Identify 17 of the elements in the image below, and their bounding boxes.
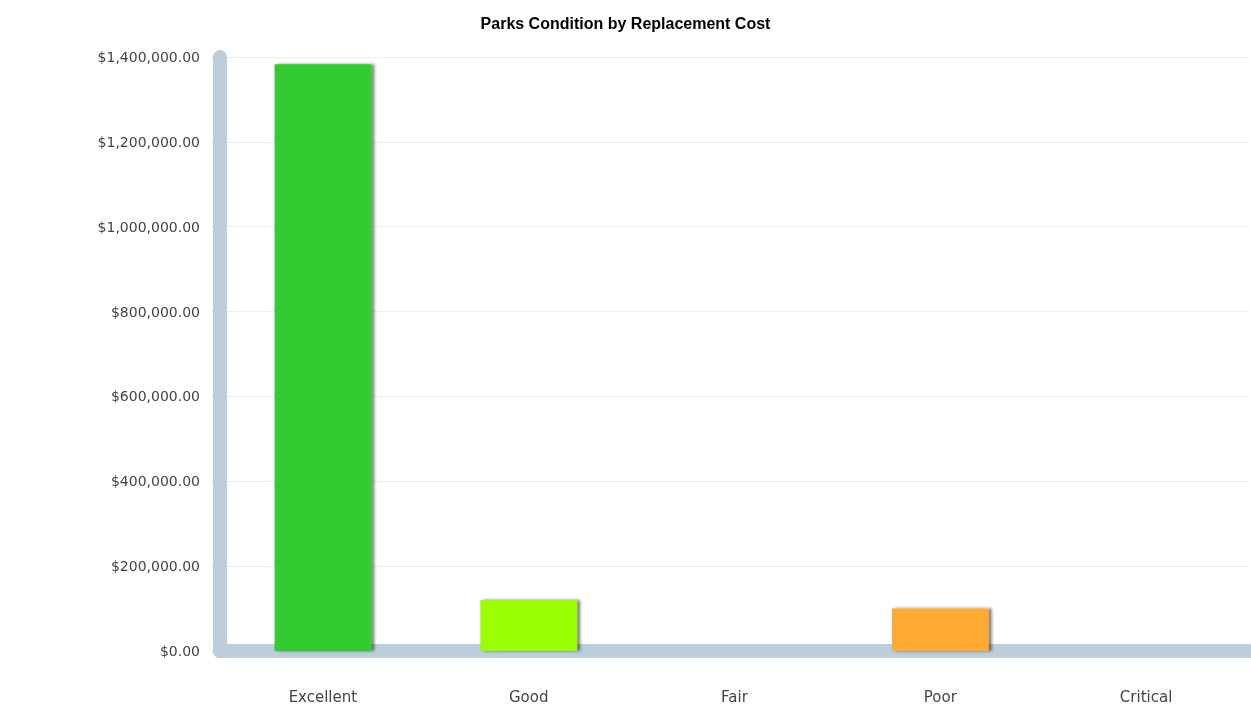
y-tick-label: $1,000,000.00: [97, 218, 200, 235]
y-tick-label: $200,000.00: [110, 558, 200, 575]
x-tick-label: Fair: [721, 687, 749, 706]
bar: [480, 600, 578, 651]
x-tick-label: Excellent: [288, 687, 358, 706]
y-tick-label: $0.00: [159, 643, 200, 659]
y-tick-label: $800,000.00: [110, 303, 200, 320]
x-tick-label: Poor: [923, 687, 958, 706]
y-tick-label: $1,400,000.00: [97, 49, 200, 65]
y-tick-label: $400,000.00: [110, 473, 200, 490]
bar: [891, 608, 989, 651]
x-tick-label: Critical: [1119, 687, 1173, 706]
x-tick-label: Good: [508, 687, 549, 706]
bar: [274, 64, 372, 651]
y-tick-label: $1,200,000.00: [97, 133, 200, 150]
y-tick-label: $600,000.00: [110, 388, 200, 405]
chart-title: Parks Condition by Replacement Cost: [480, 14, 772, 32]
